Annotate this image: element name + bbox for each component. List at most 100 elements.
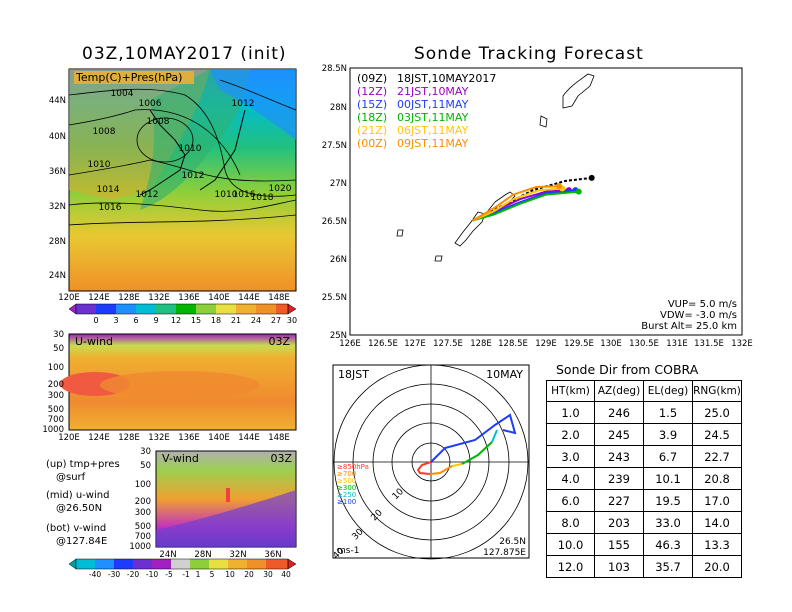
lat-tick: 25.5N <box>322 293 347 303</box>
lat-tick: 32N <box>229 550 246 560</box>
level-tick: 300 <box>48 391 64 401</box>
isobar-label: 1016 <box>233 190 256 200</box>
table-header: AZ(deg) <box>594 380 644 402</box>
colorbar-tick: 15 <box>191 316 201 325</box>
table-cell: 8.0 <box>546 511 595 534</box>
isobar-label: 1008 <box>93 127 116 137</box>
lon-tick: 129E <box>535 339 557 349</box>
table-header: EL(deg) <box>643 380 693 402</box>
table-cell: 243 <box>594 445 644 468</box>
lon-tick: 148E <box>268 293 290 303</box>
lat-tick: 28N <box>194 550 211 560</box>
legend-utc: (00Z) <box>357 137 387 150</box>
table-cell: 6.7 <box>643 445 693 468</box>
lat-tick: 36N <box>264 550 281 560</box>
table-cell: 20.0 <box>692 555 742 578</box>
level-tick: 30 <box>53 330 64 340</box>
track-legend: (09Z) 18JST,10MAY2017 (12Z) 21JST,10MAY … <box>357 72 496 150</box>
colorbar-tick: 6 <box>133 316 138 325</box>
lat-tick: 26N <box>330 255 347 265</box>
table-row: 10.0 155 46.3 13.3 <box>546 533 742 556</box>
lat-tick: 25N <box>330 331 347 341</box>
hodo-level: ≥250 <box>337 491 356 499</box>
notes-mid: (mid) u-wind @26.50N <box>46 490 109 515</box>
table-row: 4.0 239 10.1 20.8 <box>546 467 742 490</box>
isobar-label: 1012 <box>136 190 159 200</box>
hodo-level: ≥100 <box>337 498 356 506</box>
lat-tick: 24N <box>49 271 66 281</box>
table-row: 1.0 246 1.5 25.0 <box>546 401 742 424</box>
table-cell: 14.0 <box>692 511 742 534</box>
table-cell: 246 <box>594 401 644 424</box>
level-tick: 1000 <box>42 425 64 435</box>
lon-tick: 120E <box>58 293 80 303</box>
hodo-level: ≥300 <box>337 484 356 492</box>
hodo-time: 18JST <box>338 368 369 381</box>
table-row: 6.0 227 19.5 17.0 <box>546 489 742 512</box>
lon-tick: 128E <box>118 433 140 443</box>
colorbar-tick: 9 <box>153 316 158 325</box>
level-tick: 30 <box>140 447 151 457</box>
level-tick: 50 <box>53 344 64 354</box>
track-endpoint <box>575 188 582 195</box>
track-line <box>472 176 592 222</box>
colorbar-tick: 30 <box>263 570 273 579</box>
lat-tick: 24N <box>159 550 176 560</box>
colorbar-tick: 3 <box>113 316 118 325</box>
track-endpoint <box>556 183 563 190</box>
level-tick: 700 <box>135 532 151 542</box>
param-burst: Burst Alt= 25.0 km <box>641 321 737 332</box>
colorbar-tick: -40 <box>89 570 101 579</box>
track-line <box>472 190 579 222</box>
legend-utc: (18Z) <box>357 111 387 124</box>
lon-tick: 127E <box>404 339 426 349</box>
colorbar-tick: -1 <box>182 570 190 579</box>
lon-tick: 144E <box>238 433 260 443</box>
lon-tick: 126.5E <box>368 339 398 349</box>
left-title: 03Z,10MAY2017 (init) <box>82 44 287 64</box>
isobar-label: 1016 <box>99 203 122 213</box>
lon-tick: 132E <box>148 433 170 443</box>
lat-tick: 44N <box>49 96 66 106</box>
legend-jst: 18JST,10MAY2017 <box>397 72 496 85</box>
hodo-date: 10MAY <box>486 368 523 381</box>
note-line: @127.84E <box>56 535 108 547</box>
temp-colorbar: 0 3 6 9 12 15 18 21 24 27 30 <box>68 303 297 325</box>
table-cell: 10.1 <box>643 467 693 490</box>
notes-bot: (bot) v-wind @127.84E <box>46 523 107 548</box>
colorbar-tick: 20 <box>244 570 254 579</box>
lon-tick: 124E <box>88 433 110 443</box>
level-tick: 200 <box>135 497 151 507</box>
isobar-label: 1006 <box>139 99 162 109</box>
track-endpoint <box>588 174 595 181</box>
note-line: @26.50N <box>56 502 103 514</box>
colorbar-tick: 5 <box>210 570 215 579</box>
table-cell: 227 <box>594 489 644 512</box>
legend-jst: 06JST,11MAY <box>397 124 469 137</box>
isobar-label: 1004 <box>111 89 134 99</box>
hodo-level: ≥850hPa <box>337 463 369 471</box>
vwind-label: V-wind <box>162 452 199 465</box>
table-row: 3.0 243 6.7 22.7 <box>546 445 742 468</box>
lat-tick: 28.5N <box>322 64 347 74</box>
legend-jst: 03JST,11MAY <box>397 111 469 124</box>
hodo-level: ≥700 <box>337 470 356 478</box>
lon-tick: 124E <box>88 293 110 303</box>
table-cell: 35.7 <box>643 555 693 578</box>
lon-tick: 131E <box>666 339 688 349</box>
uwind-time: 03Z <box>268 335 290 348</box>
hodo-level: ≥500 <box>337 477 356 485</box>
note-line: (up) tmp+pres <box>46 459 120 470</box>
table-cell: 13.3 <box>692 533 742 556</box>
lat-tick: 32N <box>49 202 66 212</box>
colorbar-tick: 1 <box>196 570 201 579</box>
legend-jst: 21JST,10MAY <box>397 85 469 98</box>
table-header: HT(km) <box>546 380 595 402</box>
wind-colorbar: -40 -30 -20 -10 -5 -1 1 5 10 20 30 40 <box>68 558 297 579</box>
colorbar-tick: 18 <box>211 316 221 325</box>
table-cell: 25.0 <box>692 401 742 424</box>
colorbar-tick: -10 <box>146 570 158 579</box>
lon-tick: 140E <box>208 293 230 303</box>
table-body: 1.0 246 1.5 25.0 2.0 245 3.9 24.5 3.0 243 6.7 22.7 4… <box>546 401 742 578</box>
